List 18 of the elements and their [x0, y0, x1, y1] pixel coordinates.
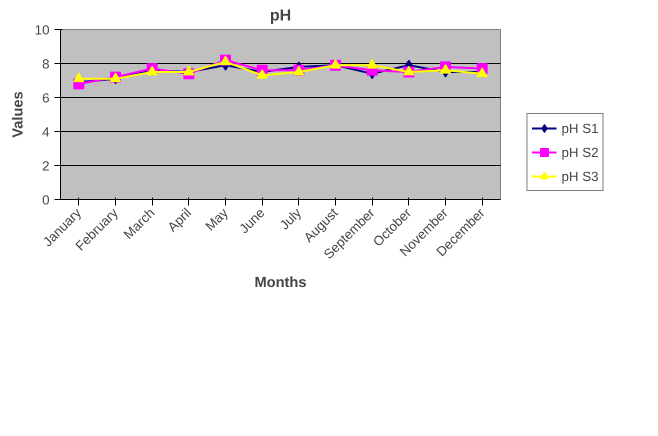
y-tick-label: 4 — [42, 124, 50, 140]
x-axis-title: Months — [254, 275, 307, 292]
x-tick-label: July — [276, 204, 304, 233]
y-tick-label: 0 — [42, 192, 50, 208]
y-tick-label: 8 — [42, 56, 50, 72]
y-axis-title: Values — [10, 91, 27, 138]
legend-label: pH S3 — [561, 168, 599, 184]
x-tick-label: May — [202, 204, 232, 234]
point — [366, 58, 378, 69]
chart-title: pH — [270, 8, 292, 24]
point — [256, 69, 268, 79]
point — [440, 64, 451, 74]
legend-label: pH S1 — [561, 120, 599, 136]
y-tick-label: 2 — [42, 158, 50, 174]
y-tick-label: 6 — [42, 90, 50, 106]
point — [73, 72, 84, 82]
legend-label: pH S2 — [561, 144, 599, 160]
y-tick-label: 10 — [34, 22, 50, 38]
